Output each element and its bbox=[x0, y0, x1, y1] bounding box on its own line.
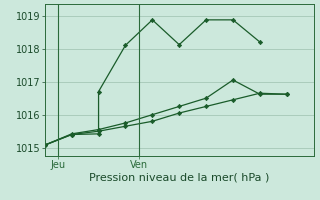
X-axis label: Pression niveau de la mer( hPa ): Pression niveau de la mer( hPa ) bbox=[89, 173, 269, 183]
